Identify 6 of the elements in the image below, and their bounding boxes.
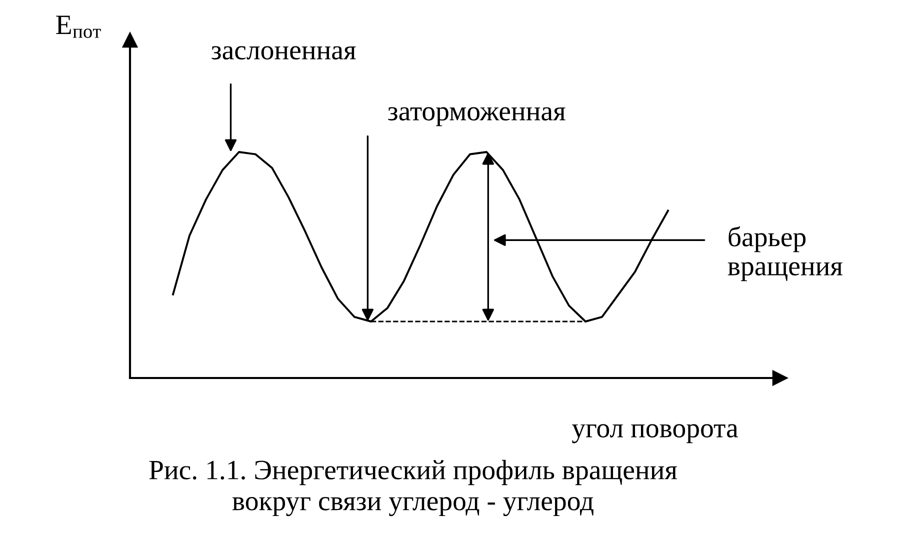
text: заслоненная xyxy=(212,46,356,60)
text: заторможенная xyxy=(388,107,566,126)
x-axis-title: угол поворота xyxy=(572,424,738,444)
text: Рис. 1.1. Энергетический профиль вращения вокруг связи углерод - углерод xyxy=(149,460,677,516)
y-axis-title: E$_{пот}$ xyxy=(56,16,101,38)
text: барьер вращения xyxy=(728,226,842,282)
